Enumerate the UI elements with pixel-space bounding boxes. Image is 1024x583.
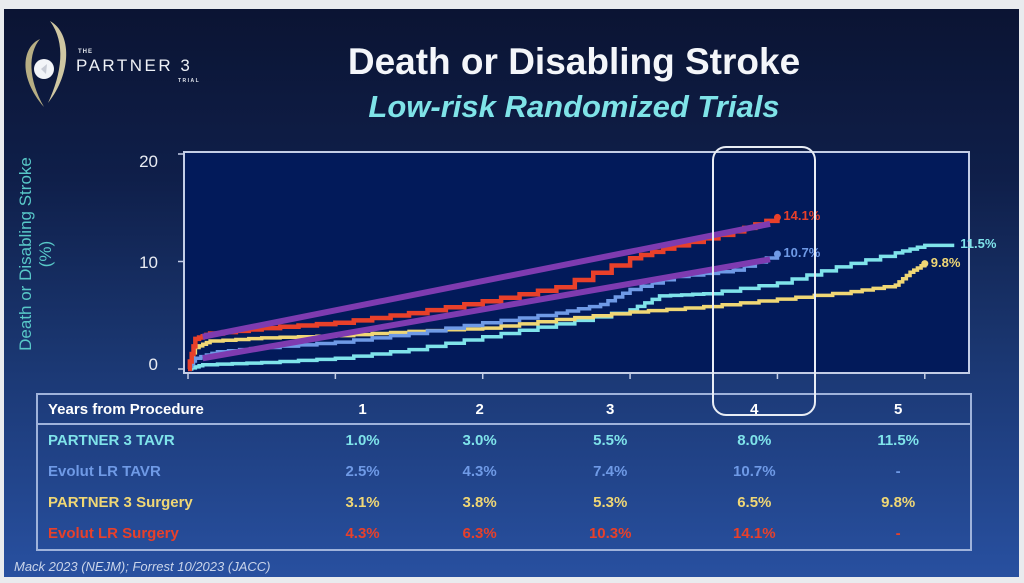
y-tick-label: 20 — [139, 152, 158, 171]
table-cell: 10.3% — [588, 525, 632, 542]
table-cell: 8.0% — [737, 432, 772, 449]
series-line-partner3-surgery — [188, 263, 927, 371]
table-cell: 3.0% — [462, 432, 497, 449]
table-header-cell: Years from Procedure — [37, 394, 304, 425]
table-row: PARTNER 3 TAVR 1.0% 3.0% 5.5% 8.0% 11.5% — [37, 424, 971, 456]
table-cell: 6.5% — [737, 494, 772, 511]
row-label: Evolut LR TAVR — [48, 463, 161, 480]
series-end-marker — [921, 260, 929, 268]
table-cell: 1.0% — [345, 432, 380, 449]
table-cell: 11.5% — [877, 432, 920, 449]
table-header-cell: 2 — [421, 394, 539, 425]
y-tick-label: 0 — [148, 355, 158, 374]
chart-subtitle: Low-risk Randomized Trials — [368, 89, 780, 124]
end-value-label: 10.7% — [783, 244, 821, 260]
end-value-label: 11.5% — [960, 236, 997, 252]
end-value-label: 9.8% — [930, 254, 961, 270]
table-cell: 4.3% — [462, 463, 497, 480]
table-cell: 10.7% — [733, 463, 776, 480]
logo-trial: TRIAL — [178, 78, 201, 84]
logo-name: PARTNER 3 — [76, 56, 193, 75]
event-rate-table: Years from Procedure 1 2 3 4 5 PARTNER 3… — [36, 393, 972, 551]
table-cell: 3.8% — [462, 494, 497, 511]
table-header-row: Years from Procedure 1 2 3 4 5 — [37, 394, 971, 425]
table-header-cell: 1 — [304, 394, 422, 425]
table-header-cell: 3 — [538, 394, 683, 425]
heart-valve-logo-icon — [25, 21, 67, 107]
km-chart — [178, 151, 970, 379]
table-cell: 6.3% — [462, 525, 497, 542]
table-cell: 14.1% — [733, 525, 776, 542]
table-cell: 5.3% — [593, 494, 628, 511]
chart-title: Death or Disabling Stroke — [347, 41, 801, 82]
footnote-citation: Mack 2023 (NEJM); Forrest 10/2023 (JACC) — [14, 559, 271, 574]
table-cell: 9.8% — [881, 494, 916, 511]
table-cell: - — [895, 525, 901, 542]
table-cell: 2.5% — [345, 463, 380, 480]
partner3-logo: THE PARTNER 3 TRIAL — [10, 13, 220, 113]
year-4-highlight-box — [712, 146, 816, 416]
table-cell: 7.4% — [593, 463, 628, 480]
table-cell: 5.5% — [593, 432, 628, 449]
trend-annotation-line — [202, 220, 771, 340]
row-label: PARTNER 3 TAVR — [48, 432, 175, 449]
table-row: Evolut LR Surgery 4.3% 6.3% 10.3% 14.1% … — [37, 518, 971, 550]
table-cell: - — [895, 463, 901, 480]
row-label: PARTNER 3 Surgery — [48, 494, 193, 511]
table-row: Evolut LR TAVR 2.5% 4.3% 7.4% 10.7% - — [37, 456, 971, 487]
y-tick-label: 10 — [139, 253, 158, 272]
logo-the: THE — [78, 49, 93, 55]
series-end-marker — [773, 250, 781, 258]
table-cell: 4.3% — [345, 525, 380, 542]
table-row: PARTNER 3 Surgery 3.1% 3.8% 5.3% 6.5% 9.… — [37, 487, 971, 518]
table-header-cell: 5 — [826, 394, 971, 425]
row-label: Evolut LR Surgery — [48, 525, 179, 542]
table-cell: 3.1% — [345, 494, 380, 511]
series-end-marker — [773, 213, 781, 221]
end-value-label: 14.1% — [783, 208, 821, 224]
trend-annotation-line — [202, 256, 771, 362]
slide: THE PARTNER 3 TRIAL Death or Disabling S… — [4, 9, 1019, 577]
